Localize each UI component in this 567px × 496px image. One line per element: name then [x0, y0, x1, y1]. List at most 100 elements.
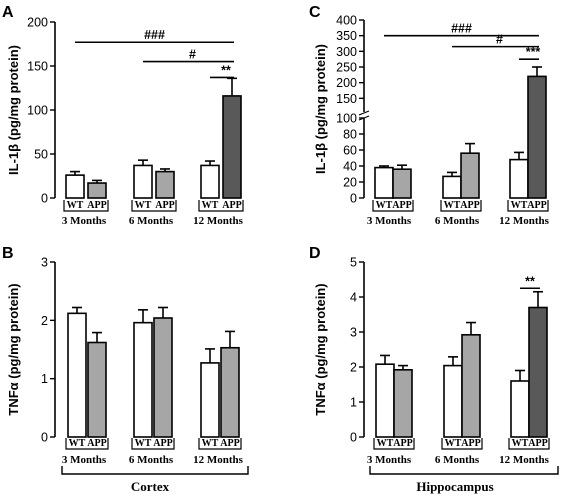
y-tick-label: 80	[343, 128, 357, 142]
y-tick-label: 0	[350, 431, 357, 445]
y-axis-label: IL-1β (pg/mg protein)	[313, 44, 328, 174]
significance-marker: #	[189, 48, 196, 62]
group-label: 12 Months	[193, 454, 244, 466]
group-bracket	[65, 438, 109, 450]
bar-label: APP	[527, 200, 546, 211]
bar-wt	[133, 164, 153, 199]
group-bracket	[198, 200, 244, 212]
y-tick-label: 4	[350, 291, 357, 305]
bar-label: APP	[87, 438, 106, 449]
group-bracket	[441, 438, 483, 450]
bar-label: APP	[461, 438, 480, 449]
bar-label: WT	[511, 200, 528, 211]
group-label: 3 Months	[62, 454, 107, 466]
y-axis-label: TNFα (pg/mg protein)	[6, 283, 21, 415]
bar-label: WT	[135, 438, 152, 449]
y-tick-label: 3	[350, 326, 357, 340]
y-tick-label: 5	[350, 256, 357, 270]
y-tick-label: 1	[41, 372, 48, 386]
bar-wt	[510, 380, 530, 438]
region-label: Cortex	[131, 479, 170, 494]
bar-label: APP	[155, 200, 174, 211]
panel-letter: A	[2, 4, 14, 21]
group-label: 12 Months	[193, 215, 244, 227]
significance-marker: ###	[451, 22, 472, 36]
bar-label: WT	[69, 438, 86, 449]
panel-letter: D	[309, 245, 321, 262]
y-tick-label: 100	[336, 112, 357, 126]
bar-wt	[65, 174, 85, 199]
y-tick-label: 100	[27, 104, 48, 118]
y-tick-label: 0	[350, 192, 357, 206]
bar-label: APP	[222, 200, 241, 211]
bar-app	[155, 170, 175, 199]
y-tick-label: 300	[336, 45, 357, 59]
bar-label: WT	[377, 438, 394, 449]
bar-label: APP	[87, 200, 106, 211]
bar-app	[460, 152, 480, 199]
bar-wt	[133, 321, 153, 438]
bar-wt	[443, 364, 463, 438]
y-tick-label: 3	[41, 256, 48, 270]
group-label: 3 Months	[62, 215, 107, 227]
y-tick-label: 350	[336, 29, 357, 43]
panel-letter: B	[2, 245, 14, 262]
y-tick-label: 2	[41, 314, 48, 328]
bar-wt	[509, 158, 529, 199]
bar-app	[393, 368, 413, 438]
bar-wt	[375, 363, 395, 438]
significance-marker: **	[221, 63, 231, 77]
y-tick-label: 60	[343, 144, 357, 158]
bar-app	[87, 341, 107, 438]
significance-marker: **	[525, 274, 535, 288]
bar-wt	[374, 166, 394, 199]
bar-wt	[442, 175, 462, 199]
y-tick-label: 2	[350, 361, 357, 375]
bar-label: WT	[376, 200, 393, 211]
bar-label: APP	[220, 438, 239, 449]
bar-app	[222, 95, 242, 199]
group-bracket	[131, 200, 177, 212]
region-label: Hippocampus	[416, 479, 493, 494]
bar-label: WT	[202, 438, 219, 449]
group-label: 12 Months	[499, 454, 550, 466]
group-label: 3 Months	[367, 454, 412, 466]
bar-label: APP	[460, 200, 479, 211]
significance-marker: ###	[144, 28, 165, 42]
group-label: 6 Months	[129, 215, 174, 227]
y-tick-label: 1	[350, 396, 357, 410]
group-label: 3 Months	[367, 215, 412, 227]
bar-wt	[67, 312, 87, 438]
y-axis-label: IL-1β (pg/mg protein)	[6, 45, 21, 175]
bar-label: APP	[528, 438, 547, 449]
bar-label: APP	[392, 200, 411, 211]
group-bracket	[63, 200, 109, 212]
bar-app	[153, 317, 173, 438]
region-bracket	[61, 466, 249, 475]
bar-label: WT	[445, 438, 462, 449]
y-tick-label: 0	[41, 192, 48, 206]
group-label: 6 Months	[435, 454, 480, 466]
significance-marker: ***	[526, 45, 541, 59]
bar-app	[220, 346, 240, 438]
group-bracket	[372, 200, 414, 212]
group-bracket	[131, 438, 175, 450]
group-label: 6 Months	[435, 215, 480, 227]
panel-letter: C	[309, 4, 321, 21]
group-bracket	[440, 200, 482, 212]
y-tick-label: 250	[336, 61, 357, 75]
y-tick-label: 0	[41, 431, 48, 445]
bar-wt	[200, 164, 220, 199]
bar-wt	[200, 362, 220, 438]
significance-marker: #	[496, 33, 503, 47]
group-bracket	[507, 200, 549, 212]
y-tick-label: 200	[336, 76, 357, 90]
bar-label: WT	[444, 200, 461, 211]
bar-label: APP	[393, 438, 412, 449]
y-tick-label: 50	[34, 148, 48, 162]
y-axis-label: TNFα (pg/mg protein)	[313, 283, 328, 415]
group-bracket	[508, 438, 550, 450]
axis-break-mark	[358, 110, 370, 116]
